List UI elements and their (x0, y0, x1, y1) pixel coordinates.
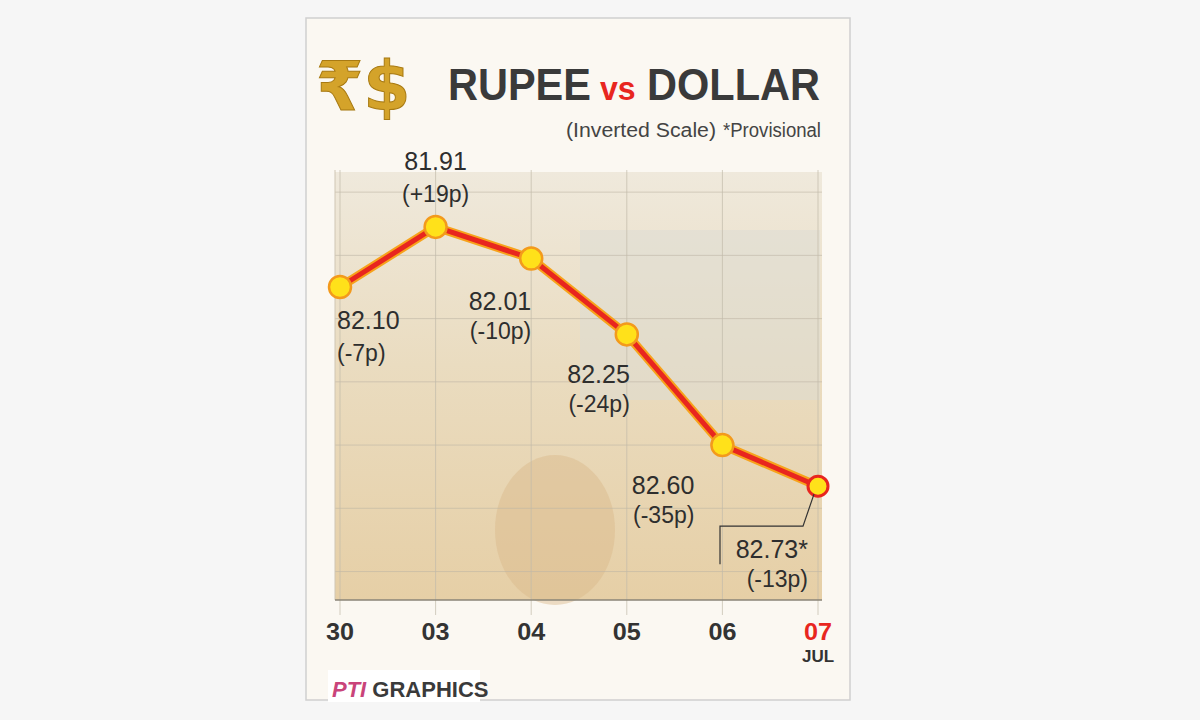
panel (306, 18, 850, 700)
x-tick-label: 30 (326, 618, 354, 645)
x-tick-label: 06 (708, 618, 736, 645)
point (711, 434, 733, 456)
grid-line-x (722, 170, 723, 615)
leader-line (720, 494, 814, 564)
annotation: (-7p) (337, 340, 386, 366)
annotation: (-10p) (470, 318, 531, 344)
grid-line-x (818, 170, 819, 615)
grid-line-x (340, 170, 341, 615)
annotation: (-24p) (568, 391, 629, 417)
grid-line (335, 508, 822, 509)
note: *Provisional (723, 119, 821, 141)
x-tick-label: 07 (804, 618, 832, 645)
header-symbols: ₹$ (316, 47, 411, 126)
x-tick-label: 03 (422, 618, 450, 645)
data-label: 81.91 (404, 147, 467, 175)
grid (335, 170, 822, 615)
line-outline (340, 227, 818, 486)
line (340, 227, 818, 486)
x-axis: 30 03 04 05 06 07 JUL (326, 618, 834, 666)
grid-line (335, 318, 822, 319)
grid-line (335, 445, 822, 446)
grid-line (335, 255, 822, 256)
point (520, 248, 542, 270)
plot-area (329, 216, 828, 496)
x-tick-label: 05 (613, 618, 641, 645)
data-label: 82.10 (337, 306, 400, 334)
annotation: (-13p) (747, 566, 808, 592)
grid-line-x (531, 170, 532, 615)
data-label: 82.01 (469, 287, 532, 315)
data-label: 82.60 (632, 471, 695, 499)
annotation: (-35p) (633, 502, 694, 528)
point (808, 476, 828, 496)
chart: ₹$ RUPEE vs DOLLAR (Inverted Scale) *Provis… (0, 0, 1200, 720)
point (616, 323, 638, 345)
y-axis-line (335, 170, 336, 600)
subtitle: (Inverted Scale) (566, 119, 716, 141)
month-label: JUL (802, 647, 834, 666)
x-axis-line (335, 599, 822, 601)
data-label: 82.25 (567, 360, 630, 388)
source: PTI GRAPHICS (332, 677, 488, 702)
data-label: 82.73* (736, 535, 809, 563)
point (425, 216, 447, 238)
x-tick-label: 04 (517, 618, 546, 645)
background (0, 0, 1200, 720)
annotation: (+19p) (402, 181, 469, 207)
data-labels: 82.10 (-7p) 81.91 (+19p) 82.01 (-10p) 82.25 (-2… (337, 147, 814, 592)
portrait-backdrop (495, 455, 615, 605)
title: RUPEE vs DOLLAR (448, 60, 820, 109)
point (329, 276, 351, 298)
